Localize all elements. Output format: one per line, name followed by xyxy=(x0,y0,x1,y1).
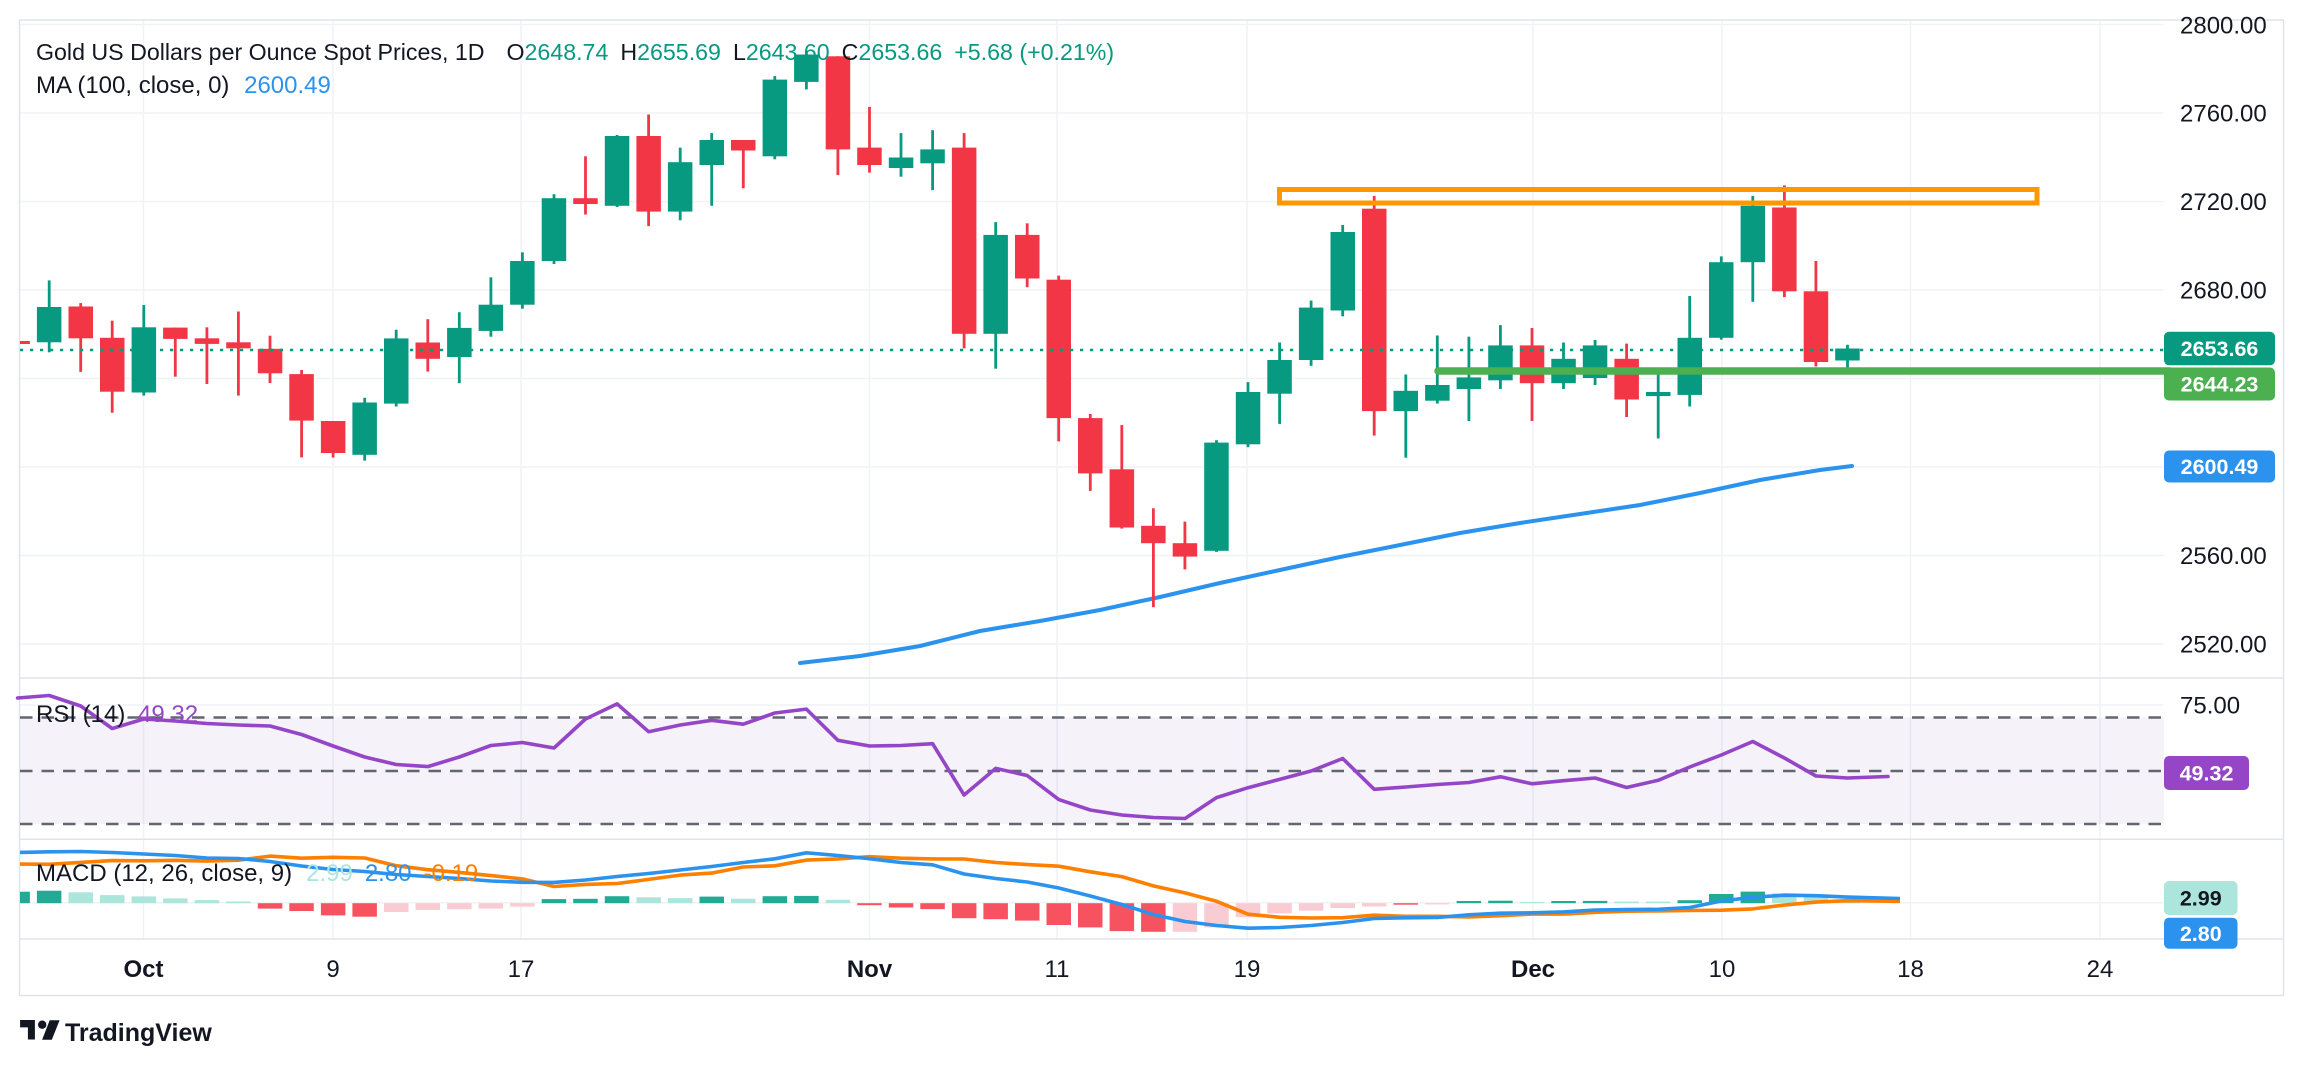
svg-text:75.00: 75.00 xyxy=(2180,693,2240,720)
svg-text:18: 18 xyxy=(1897,956,1924,983)
svg-text:Gold US Dollars per Ounce Spot: Gold US Dollars per Ounce Spot Prices, 1… xyxy=(36,39,1114,65)
svg-text:Nov: Nov xyxy=(847,956,893,983)
svg-text:2600.49: 2600.49 xyxy=(2181,455,2259,479)
svg-text:Dec: Dec xyxy=(1511,956,1555,983)
svg-text:19: 19 xyxy=(1234,956,1261,983)
svg-text:2520.00: 2520.00 xyxy=(2180,632,2267,659)
svg-text:MACD (12, 26, close, 9)2.992.8: MACD (12, 26, close, 9) 2.99 2.80 -0.19 xyxy=(36,860,478,887)
svg-text:2644.23: 2644.23 xyxy=(2181,373,2259,397)
svg-text:Oct: Oct xyxy=(123,956,163,983)
svg-text:49.32: 49.32 xyxy=(2180,762,2234,786)
svg-text:17: 17 xyxy=(508,956,535,983)
svg-text:24: 24 xyxy=(2087,956,2114,983)
svg-text:10: 10 xyxy=(1709,956,1736,983)
svg-text:TradingView: TradingView xyxy=(65,1019,212,1047)
svg-text:2653.66: 2653.66 xyxy=(2181,337,2259,361)
svg-text:9: 9 xyxy=(326,956,339,983)
svg-text:2680.00: 2680.00 xyxy=(2180,278,2267,305)
svg-text:2560.00: 2560.00 xyxy=(2180,543,2267,570)
svg-text:11: 11 xyxy=(1045,956,1070,983)
svg-text:2760.00: 2760.00 xyxy=(2180,101,2267,128)
svg-text:2.99: 2.99 xyxy=(2180,887,2222,911)
svg-text:MA (100, close, 0) 2600.49: MA (100, close, 0) 2600.49 xyxy=(36,72,331,99)
svg-text:RSI (14) 49.32: RSI (14) 49.32 xyxy=(36,701,198,728)
svg-text:2.80: 2.80 xyxy=(2180,922,2222,946)
svg-text:2720.00: 2720.00 xyxy=(2180,189,2267,216)
svg-text:2800.00: 2800.00 xyxy=(2180,13,2267,40)
